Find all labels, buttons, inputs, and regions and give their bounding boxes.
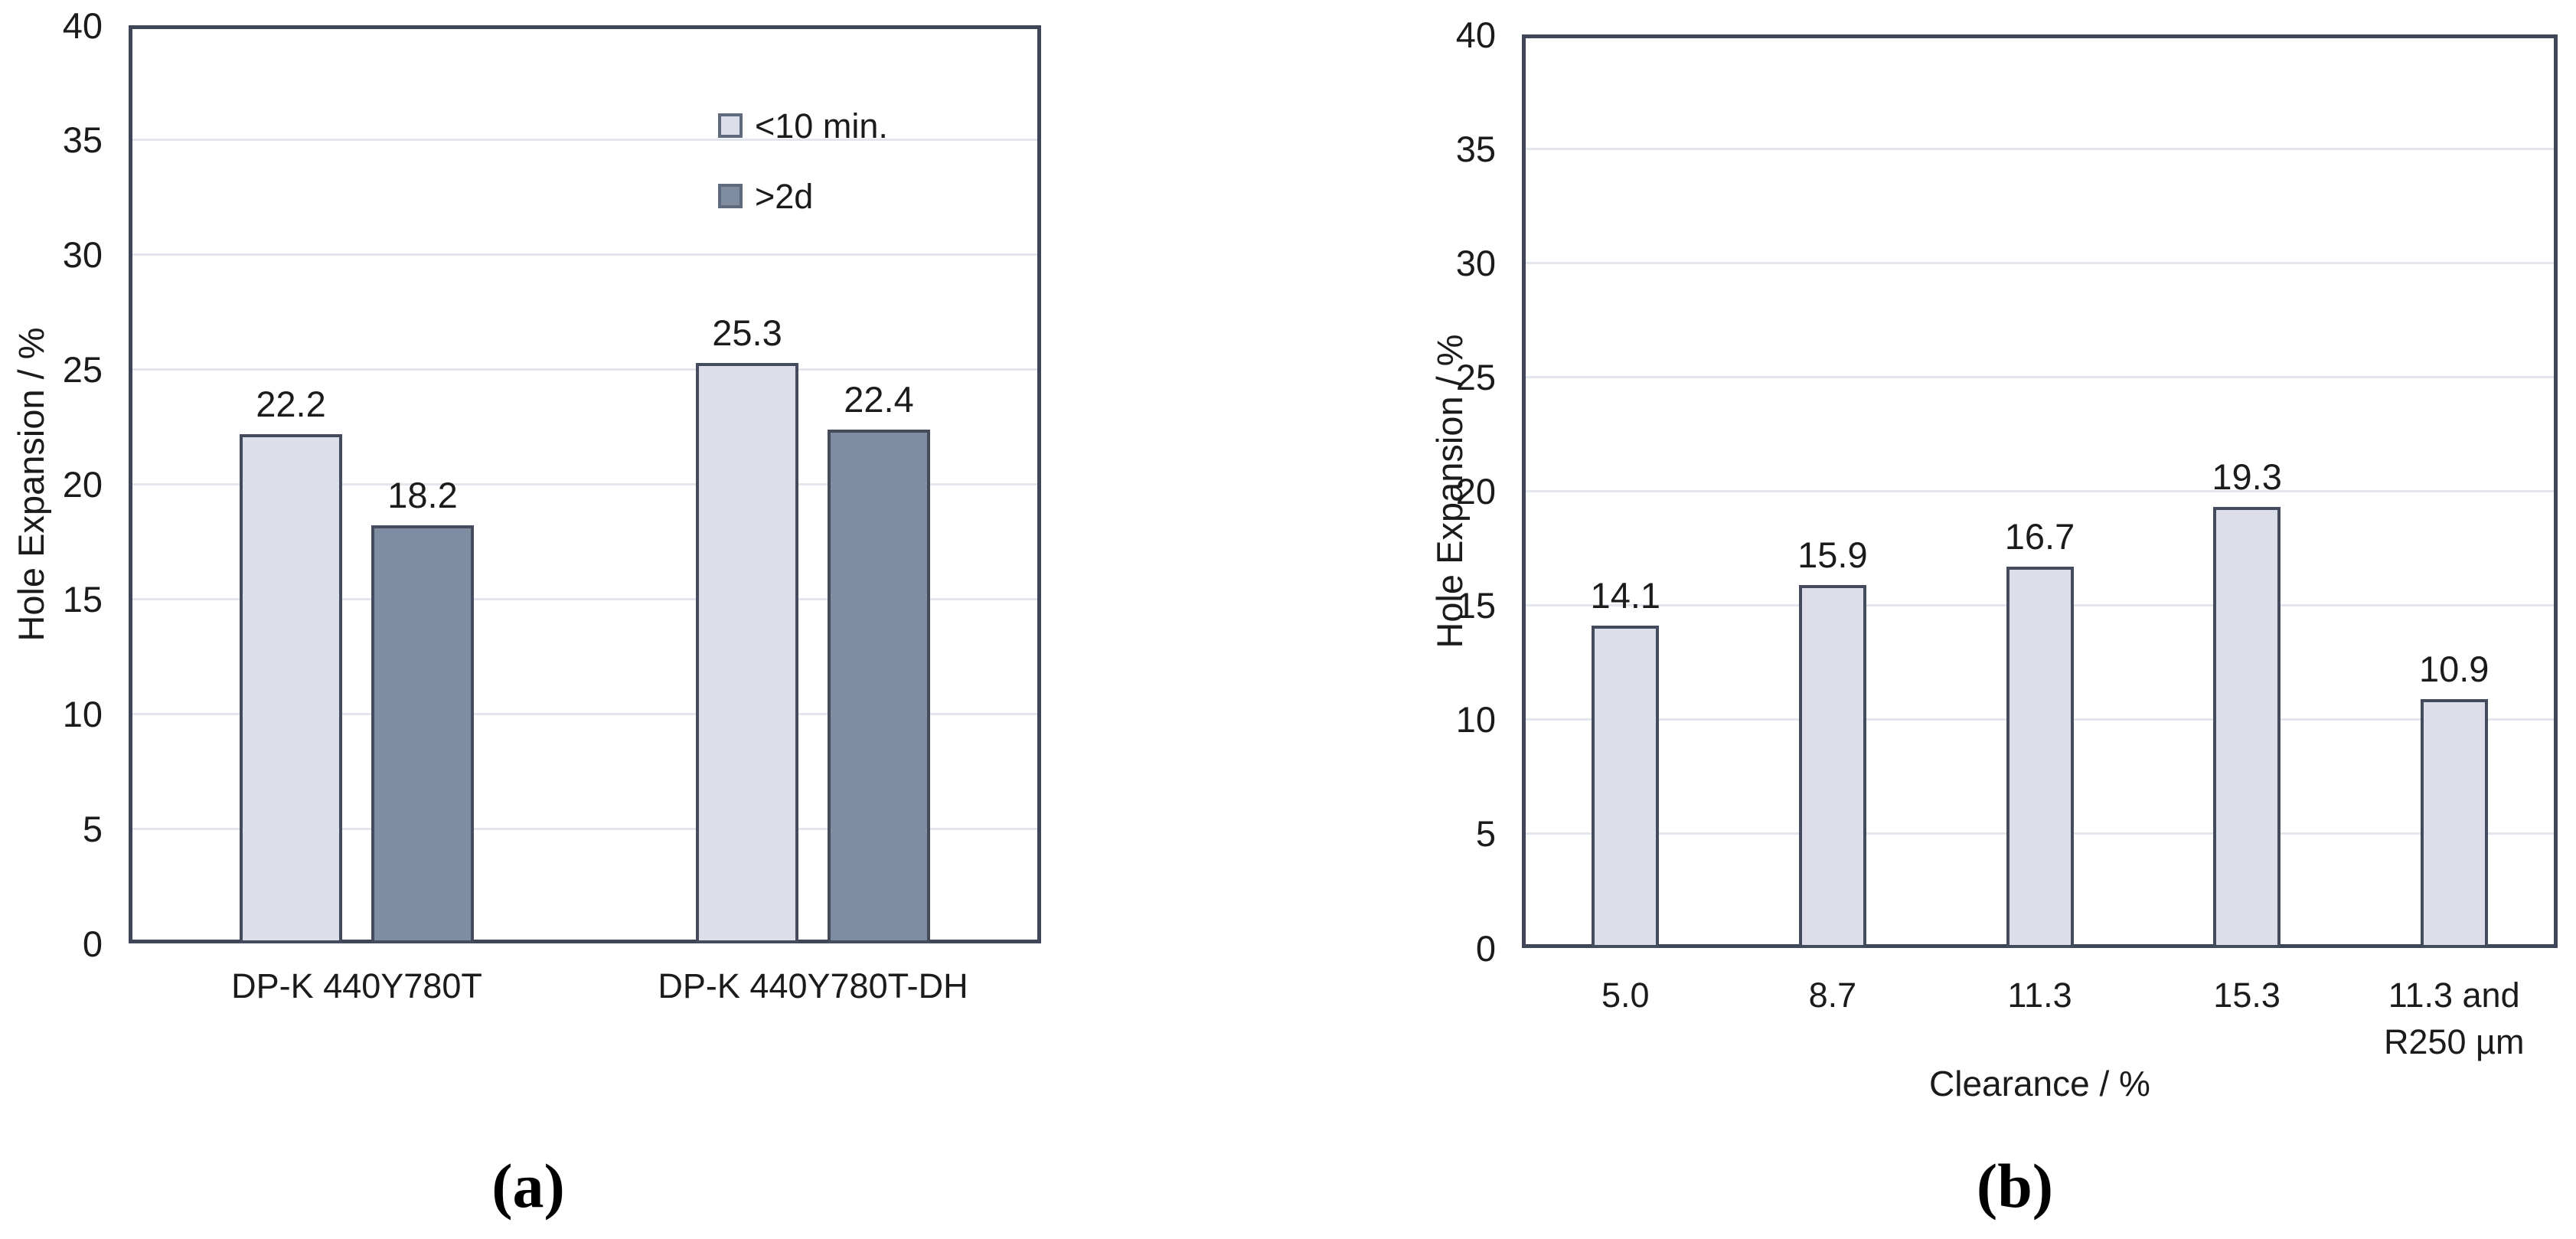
panel-b-label: (b): [1976, 1151, 2054, 1221]
x-category-label: DP-K 440Y780T-DH: [658, 966, 968, 1005]
legend-row-0: <10 min.: [718, 106, 888, 145]
y-tick-label-0: 0: [1475, 927, 1496, 969]
gridline-15: [132, 597, 1037, 600]
panel-a-label: (a): [491, 1151, 565, 1221]
x-category-label: 8.7: [1808, 976, 1857, 1015]
bar-b-cat0: [1592, 626, 1660, 948]
y-tick-label-40: 40: [62, 5, 103, 46]
legend-row-1: >2d: [718, 176, 813, 216]
y-tick-label-5: 5: [1475, 813, 1496, 855]
legend-swatch-0: [718, 113, 743, 138]
y-tick-label-35: 35: [1455, 128, 1496, 169]
gridline-5: [132, 827, 1037, 830]
bar-a-cat0-s1: [371, 525, 474, 943]
bar-b-cat2: [2006, 566, 2074, 948]
gridline-10: [132, 712, 1037, 715]
x-category-label: DP-K 440Y780T: [231, 966, 482, 1005]
bar-a-cat1-s1: [828, 429, 930, 943]
y-tick-label-15: 15: [62, 578, 103, 620]
y-tick-label-5: 5: [82, 808, 103, 849]
bar-value-label: 14.1: [1590, 575, 1661, 616]
x-category-label: 5.0: [1601, 976, 1650, 1015]
y-tick-label-0: 0: [82, 923, 103, 964]
legend-label-1: >2d: [755, 176, 814, 216]
x-category-label: 11.3 and R250 µm: [2383, 976, 2525, 1061]
y-tick-label-25: 25: [1455, 356, 1496, 397]
bar-value-label: 25.3: [712, 312, 782, 353]
y-axis-title: Hole Expansion / %: [1428, 334, 1470, 649]
y-tick-label-20: 20: [62, 464, 103, 505]
y-tick-label-40: 40: [1455, 14, 1496, 55]
y-tick-label-30: 30: [1455, 242, 1496, 283]
legend-label-0: <10 min.: [755, 106, 888, 145]
bar-b-cat4: [2420, 698, 2488, 948]
legend-swatch-1: [718, 184, 743, 208]
x-axis-title: Clearance / %: [1929, 1064, 2150, 1103]
gridline-30: [132, 253, 1037, 257]
y-tick-label-30: 30: [62, 234, 103, 276]
y-tick-label-35: 35: [62, 119, 103, 161]
gridline-20: [132, 483, 1037, 485]
gridline-20: [1526, 490, 2554, 492]
bar-value-label: 22.4: [844, 378, 914, 420]
bar-a-cat0-s0: [240, 433, 342, 943]
y-tick-label-10: 10: [62, 693, 103, 734]
y-axis-title: Hole Expansion / %: [10, 327, 51, 642]
bar-value-label: 16.7: [2004, 515, 2075, 557]
bar-value-label: 22.2: [256, 383, 326, 424]
gridline-35: [132, 139, 1037, 142]
gridline-30: [1526, 261, 2554, 264]
bar-value-label: 15.9: [1797, 534, 1868, 575]
bar-b-cat3: [2213, 507, 2281, 948]
bar-value-label: 19.3: [2212, 456, 2282, 498]
gridline-35: [1526, 147, 2554, 150]
y-tick-label-20: 20: [1455, 471, 1496, 512]
bar-value-label: 18.2: [387, 475, 458, 516]
gridline-25: [132, 368, 1037, 371]
x-category-label: 11.3: [2007, 976, 2072, 1015]
y-tick-label-25: 25: [62, 349, 103, 391]
bar-value-label: 10.9: [2418, 648, 2489, 689]
y-tick-label-10: 10: [1455, 699, 1496, 740]
x-category-label: 15.3: [2213, 976, 2281, 1015]
gridline-25: [1526, 375, 2554, 378]
bar-a-cat1-s0: [696, 362, 798, 943]
bar-b-cat1: [1798, 584, 1866, 948]
y-tick-label-15: 15: [1455, 585, 1496, 626]
